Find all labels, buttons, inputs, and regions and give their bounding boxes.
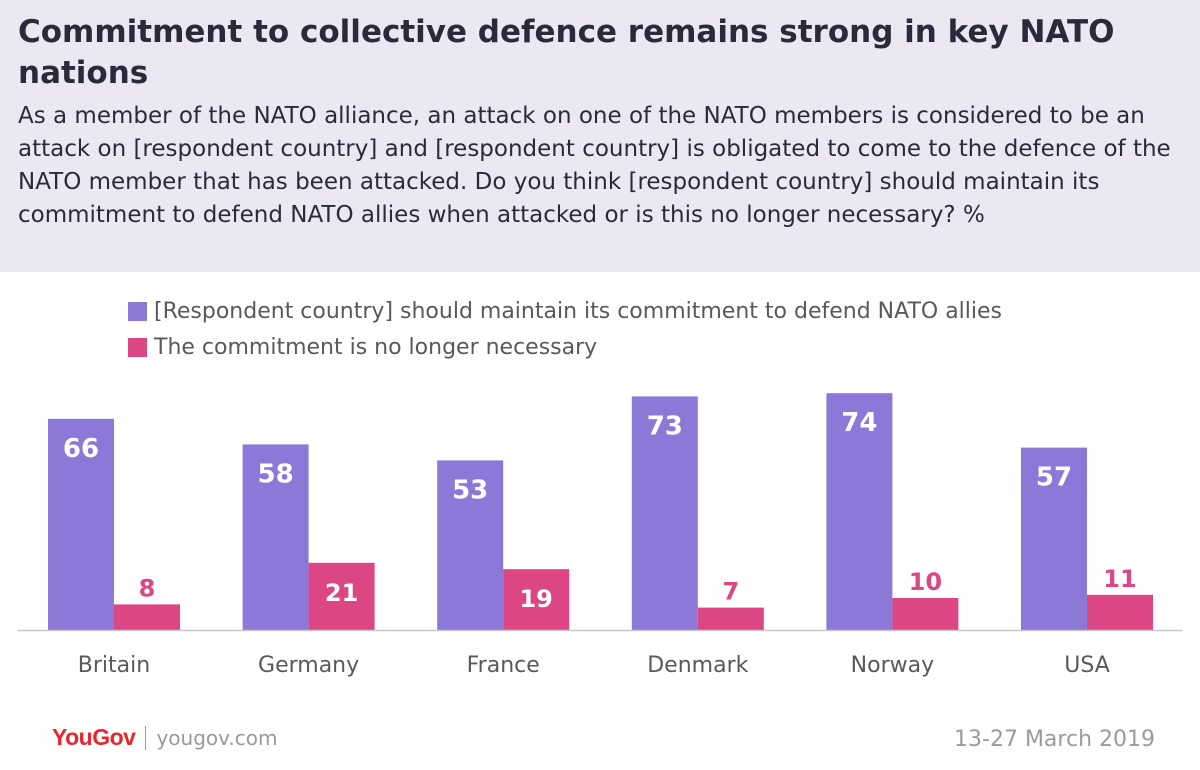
category-label-norway: Norway (851, 653, 934, 678)
bar-not-necessary-france (503, 569, 570, 630)
category-label-denmark: Denmark (647, 653, 748, 678)
bar-not-necessary-germany (308, 562, 375, 630)
bar-not-necessary-usa (1087, 594, 1153, 630)
header-panel: Commitment to collective defence remains… (0, 0, 1200, 272)
chart-subtitle: As a member of the NATO alliance, an att… (18, 103, 1171, 228)
legend: [Respondent country] should maintain its… (128, 294, 1002, 366)
bar-maintain-denmark (631, 396, 698, 630)
category-label-france: France (467, 653, 540, 678)
legend-label-maintain: [Respondent country] should maintain its… (154, 298, 1003, 324)
data-label-maintain-germany: 58 (258, 459, 294, 489)
data-label-not-necessary-france: 19 (519, 585, 552, 613)
bar-maintain-norway (826, 393, 893, 630)
data-label-not-necessary-britain: 8 (139, 574, 156, 602)
data-label-not-necessary-germany: 21 (325, 579, 358, 607)
legend-item-not-necessary: The commitment is no longer necessary (128, 330, 1002, 364)
data-label-not-necessary-norway: 10 (909, 568, 942, 596)
legend-swatch-maintain (128, 301, 147, 321)
bar-maintain-britain (48, 418, 114, 630)
bar-not-necessary-britain (114, 604, 180, 630)
data-label-maintain-denmark: 73 (647, 411, 683, 441)
bar-maintain-germany (242, 444, 309, 630)
data-label-not-necessary-denmark: 7 (722, 578, 739, 606)
category-label-germany: Germany (258, 653, 359, 678)
bar-maintain-france (437, 460, 504, 630)
data-label-not-necessary-usa: 11 (1103, 565, 1136, 593)
data-label-maintain-britain: 66 (63, 434, 99, 464)
category-label-britain: Britain (78, 653, 150, 678)
footer-site-link[interactable]: yougov.com (156, 726, 278, 750)
bar-chart: 66 8 Britain 58 21 Germany 53 19 France 73 7 Denmar… (18, 393, 1182, 678)
yougov-logo: YouGov (52, 724, 136, 750)
chart-title: Commitment to collective defence remains… (18, 14, 1115, 91)
footer-separator (145, 725, 147, 750)
footer-branding: YouGov yougov.com (52, 724, 278, 751)
data-label-maintain-france: 53 (452, 475, 488, 505)
data-label-maintain-norway: 74 (841, 408, 877, 438)
bar-maintain-usa (1021, 447, 1087, 630)
bar-not-necessary-norway (892, 598, 959, 630)
bar-not-necessary-denmark (697, 607, 764, 630)
data-label-maintain-usa: 57 (1036, 463, 1072, 493)
survey-date: 13-27 March 2019 (954, 727, 1155, 752)
legend-swatch-not-necessary (128, 337, 147, 357)
legend-item-maintain: [Respondent country] should maintain its… (128, 294, 1002, 328)
legend-label-not-necessary: The commitment is no longer necessary (154, 334, 598, 360)
category-label-usa: USA (1064, 653, 1110, 678)
